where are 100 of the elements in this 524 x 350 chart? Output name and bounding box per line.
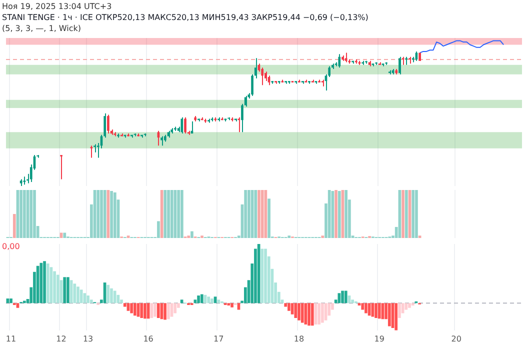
bar — [30, 190, 33, 238]
bar — [290, 303, 294, 314]
bar — [298, 303, 300, 320]
bar — [358, 303, 361, 306]
bar — [318, 303, 321, 324]
bar — [103, 190, 106, 238]
bar — [12, 214, 16, 238]
bar — [76, 286, 80, 304]
bar — [16, 303, 20, 308]
bar — [248, 190, 250, 238]
bar — [388, 303, 391, 326]
bar — [90, 300, 93, 304]
x-tick-label: 19 — [374, 334, 384, 344]
bar — [190, 231, 194, 238]
x-tick-label: 20 — [451, 334, 462, 344]
bar — [258, 190, 260, 238]
bar — [154, 303, 156, 317]
bar — [133, 303, 136, 316]
bar — [288, 303, 290, 311]
bar — [166, 303, 170, 320]
bar — [140, 303, 144, 318]
bar — [374, 303, 378, 318]
bar — [321, 303, 324, 323]
bar — [63, 277, 66, 304]
bar — [96, 190, 100, 238]
bar — [264, 248, 267, 304]
bar — [404, 190, 408, 238]
bar — [364, 303, 368, 314]
x-tick-label: 17 — [214, 334, 224, 344]
bar — [164, 303, 166, 320]
bar — [338, 190, 341, 238]
bar — [344, 290, 348, 304]
bar — [334, 190, 338, 238]
bar — [80, 290, 83, 304]
bar — [156, 303, 160, 318]
bar — [177, 190, 180, 238]
bar — [23, 190, 26, 238]
bar — [106, 284, 110, 304]
text: (5, 3, 3, —, 1, Wick) — [2, 24, 82, 34]
bar — [200, 294, 204, 304]
annotation: 0,00 — [2, 242, 20, 252]
bar — [43, 261, 46, 304]
bar — [268, 198, 270, 238]
bar — [144, 303, 146, 319]
bar — [361, 303, 364, 310]
bar — [210, 298, 214, 304]
bar — [73, 284, 76, 304]
bar — [398, 303, 401, 318]
bar — [130, 303, 133, 314]
bar — [20, 190, 22, 238]
bar — [63, 232, 66, 238]
bar — [412, 190, 415, 238]
bar — [60, 232, 63, 238]
bar — [66, 277, 70, 304]
bar — [110, 288, 113, 304]
bar — [351, 300, 354, 304]
bar — [53, 271, 56, 304]
bar — [404, 303, 408, 310]
bar — [123, 303, 126, 307]
bar — [371, 303, 374, 317]
bar — [100, 190, 103, 238]
bar — [167, 190, 170, 238]
bar — [33, 190, 36, 238]
bar — [230, 303, 234, 308]
bar — [170, 190, 174, 238]
x-tick-label: 12 — [56, 334, 66, 344]
bar — [308, 303, 310, 326]
bar — [40, 262, 43, 304]
bar — [402, 190, 404, 238]
bar — [207, 296, 210, 304]
bar — [378, 303, 381, 319]
bar — [170, 303, 174, 317]
bar — [324, 303, 328, 320]
bar — [180, 190, 184, 238]
bar — [328, 190, 331, 238]
bar — [411, 303, 414, 306]
chart-title: STANI TENGE · 1ч · ICE ОТКР520,13 МАКС520,13 МИН519,43 ЗАКР519,44 −0,69 (−0,13%) — [2, 13, 368, 22]
bar — [244, 190, 247, 238]
bar — [86, 295, 90, 304]
bar — [310, 303, 314, 326]
text: Ноя 19, 2025 13:04 UTC+3 — [2, 2, 112, 12]
bar — [227, 303, 230, 306]
bar — [254, 190, 258, 238]
bar — [136, 303, 140, 317]
bar — [217, 300, 220, 304]
x-tick-label: 16 — [143, 334, 154, 344]
bar — [46, 264, 50, 304]
x-tick-label: 13 — [82, 334, 94, 344]
bar — [197, 295, 200, 304]
bar — [300, 303, 304, 323]
bar — [174, 303, 177, 314]
bar — [344, 190, 348, 238]
bar — [164, 190, 167, 238]
bar — [394, 303, 398, 330]
bar — [10, 298, 12, 304]
bar — [294, 303, 298, 318]
bar — [415, 190, 418, 238]
bar — [260, 248, 264, 304]
bar — [150, 303, 154, 318]
bar — [113, 192, 116, 238]
